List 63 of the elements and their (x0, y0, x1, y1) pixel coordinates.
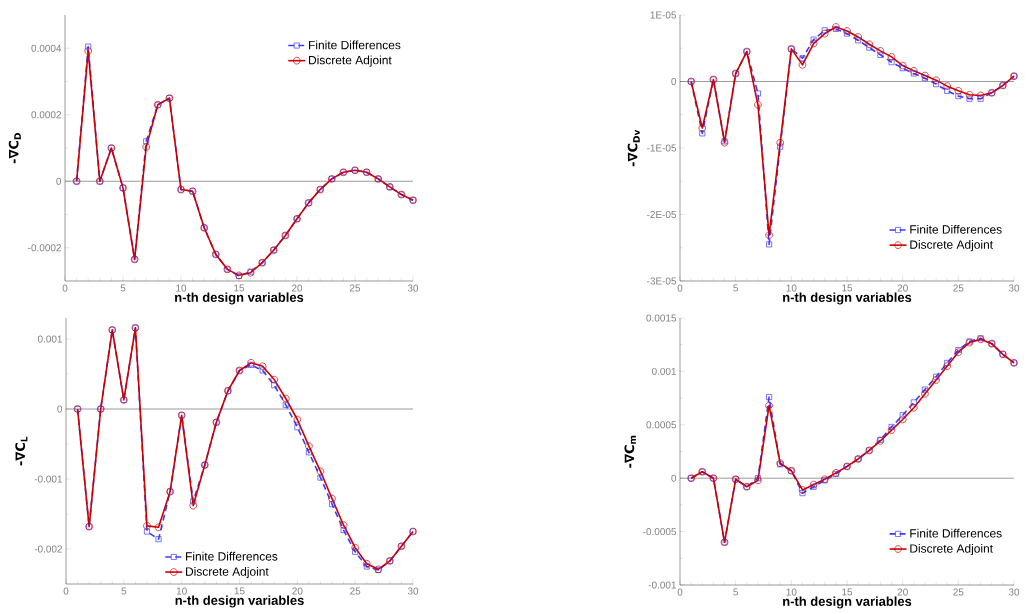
x-tick-label: 20 (897, 588, 908, 596)
y-tick-label: 0 (57, 405, 63, 413)
legend-label: Discrete Adjoint (910, 240, 993, 252)
y-tick-label: -0.002 (34, 545, 62, 553)
y-axis-title: -∇C$_{Dv}$ (627, 129, 640, 167)
y-tick-label: 0 (671, 474, 677, 482)
x-axis-title: n-th design variables (783, 596, 912, 609)
x-tick-label: 5 (120, 284, 126, 292)
x-tick-label: 20 (292, 587, 303, 595)
y-tick-label: 1E-05 (650, 11, 677, 19)
x-tick-label: 15 (234, 587, 245, 595)
legend-label: Discrete Adjoint (186, 567, 269, 579)
y-tick-label: -0.001 (34, 475, 62, 483)
x-tick-label: 15 (234, 284, 245, 292)
x-tick-label: 15 (842, 588, 853, 596)
x-tick-label: 30 (407, 284, 419, 292)
x-tick-label: 0 (677, 284, 683, 292)
y-tick-label: -1E-05 (647, 144, 677, 152)
y-axis-title: -∇C$_{L}$ (15, 436, 28, 466)
x-tick-label: 25 (350, 587, 361, 595)
y-tick-label: 0.0015 (646, 314, 677, 322)
y-tick-label: 0 (671, 77, 677, 86)
y-tick-label: -0.0005 (643, 528, 677, 536)
x-tick-label: 0 (677, 588, 683, 596)
legend-label: Finite Differences (309, 40, 401, 50)
x-tick-label: 25 (349, 284, 361, 292)
legend-label: Finite Differences (910, 528, 1002, 538)
x-tick-label: 25 (953, 588, 964, 596)
x-tick-label: 5 (733, 284, 739, 292)
y-tick-label: 0.0005 (646, 421, 677, 429)
x-tick-label: 10 (176, 587, 187, 595)
legend-label: Finite Differences (910, 224, 1002, 234)
x-tick-label: 30 (407, 587, 419, 595)
y-tick-label: 0.0002 (31, 111, 61, 119)
x-axis-title: n-th design variables (175, 595, 304, 608)
x-axis-title: n-th design variables (175, 292, 304, 305)
y-tick-label: -0.001 (648, 581, 677, 589)
y-axis-title: -∇C$_{m}$ (624, 435, 636, 468)
x-tick-label: 30 (1008, 284, 1020, 292)
y-axis-title: -∇C$_{D}$ (8, 133, 21, 164)
x-tick-label: 0 (63, 587, 69, 595)
x-tick-label: 10 (786, 588, 797, 596)
x-tick-label: 5 (733, 588, 739, 596)
x-tick-label: 10 (176, 284, 187, 292)
legend-label: Discrete Adjoint (910, 543, 993, 556)
legend-label: Discrete Adjoint (309, 55, 392, 67)
legend-label: Finite Differences (186, 551, 278, 561)
x-axis-title: n-th design variables (783, 292, 912, 305)
y-tick-label: -3E-05 (647, 277, 677, 285)
x-tick-label: 30 (1008, 588, 1020, 596)
x-tick-label: 20 (291, 284, 303, 292)
x-tick-label: 5 (121, 587, 127, 595)
y-tick-label: -2E-05 (647, 210, 677, 219)
x-tick-label: 25 (953, 284, 964, 292)
y-tick-label: -0.0002 (28, 244, 61, 252)
x-tick-label: 15 (842, 284, 853, 292)
y-tick-label: 0.001 (651, 367, 677, 375)
x-tick-label: 0 (62, 284, 68, 292)
y-tick-label: 0.001 (37, 335, 62, 343)
y-tick-label: 0.0004 (31, 44, 62, 52)
x-tick-label: 20 (897, 284, 908, 292)
x-tick-label: 10 (786, 284, 797, 292)
y-tick-label: 0 (56, 177, 62, 185)
